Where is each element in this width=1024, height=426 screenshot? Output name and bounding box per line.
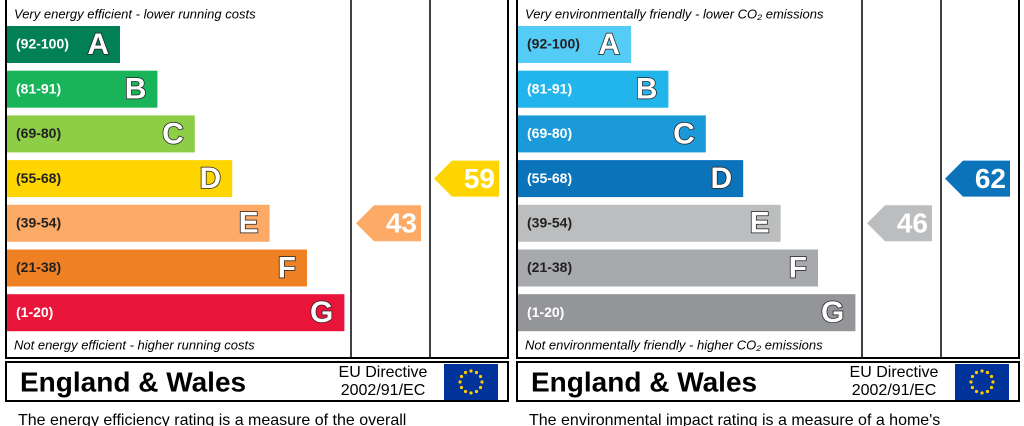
rating-band bbox=[7, 26, 120, 63]
rating-band bbox=[7, 160, 233, 198]
eu-star bbox=[458, 380, 462, 384]
eu-star bbox=[980, 369, 984, 373]
band-letter: D bbox=[711, 162, 733, 195]
rating-arrow bbox=[434, 160, 499, 197]
eu-star bbox=[469, 391, 473, 395]
rating-value: 46 bbox=[897, 208, 928, 239]
eu-star bbox=[985, 370, 990, 375]
rating-band bbox=[518, 160, 744, 198]
band-range: (39-54) bbox=[16, 215, 61, 231]
eu-star bbox=[989, 385, 994, 390]
band-letter: G bbox=[310, 296, 333, 329]
band-range: (39-54) bbox=[527, 215, 572, 231]
description: The energy efficiency rating is a measur… bbox=[18, 412, 406, 426]
rating-band bbox=[7, 294, 345, 332]
band-range: (69-80) bbox=[16, 125, 61, 141]
footer-frame bbox=[516, 361, 1020, 402]
eu-star bbox=[989, 374, 994, 379]
bottom-label: Not environmentally friendly - higher CO… bbox=[525, 337, 823, 352]
band-letter: C bbox=[673, 117, 695, 150]
eu-star bbox=[459, 374, 464, 379]
eu-star bbox=[463, 370, 468, 375]
band-letter: G bbox=[821, 296, 844, 329]
eu-star bbox=[474, 370, 479, 375]
eu-star bbox=[478, 374, 483, 379]
band-letter: C bbox=[162, 117, 184, 150]
band-range: (92-100) bbox=[16, 36, 69, 52]
rating-band bbox=[518, 249, 818, 287]
rating-value: 62 bbox=[975, 163, 1006, 194]
rating-arrow bbox=[867, 205, 932, 242]
band-letter: F bbox=[789, 251, 807, 284]
rating-band bbox=[7, 249, 307, 287]
band-range: (21-38) bbox=[16, 259, 61, 275]
rating-band bbox=[7, 70, 158, 108]
rating-band bbox=[7, 115, 195, 153]
band-letter: E bbox=[750, 207, 770, 240]
rating-band bbox=[7, 204, 270, 242]
directive-line: 2002/91/EC bbox=[852, 382, 937, 399]
rating-value: 43 bbox=[386, 208, 417, 239]
band-letter: A bbox=[598, 28, 620, 61]
band-letter: A bbox=[87, 28, 109, 61]
region: England & Wales bbox=[20, 366, 246, 397]
description: The environmental impact rating is a mea… bbox=[529, 412, 940, 426]
rating-value: 59 bbox=[464, 163, 495, 194]
region: England & Wales bbox=[531, 366, 757, 397]
band-letter: E bbox=[239, 207, 259, 240]
directive-line: EU Directive bbox=[850, 364, 939, 381]
eu-star bbox=[985, 389, 990, 394]
panel-frame bbox=[516, 0, 1020, 359]
eu-star bbox=[480, 380, 484, 384]
top-label: Very energy efficient - lower running co… bbox=[14, 6, 256, 21]
band-letter: D bbox=[200, 162, 222, 195]
rating-arrow bbox=[945, 160, 1010, 197]
band-range: (55-68) bbox=[16, 170, 61, 186]
eu-star bbox=[969, 380, 973, 384]
eu-star bbox=[980, 391, 984, 395]
rating-band bbox=[518, 294, 856, 332]
eu-star bbox=[474, 389, 479, 394]
rating-arrow bbox=[356, 205, 421, 242]
rating-band bbox=[518, 26, 631, 63]
band-range: (81-91) bbox=[16, 80, 61, 96]
eu-flag bbox=[444, 364, 498, 400]
eu-flag bbox=[955, 364, 1009, 400]
eu-star bbox=[469, 369, 473, 373]
eu-star bbox=[974, 389, 979, 394]
directive-line: 2002/91/EC bbox=[341, 382, 426, 399]
band-range: (55-68) bbox=[527, 170, 572, 186]
band-range: (1-20) bbox=[16, 304, 53, 320]
eu-star bbox=[991, 380, 995, 384]
top-label: Very environmentally friendly - lower CO… bbox=[525, 6, 824, 21]
eu-star bbox=[463, 389, 468, 394]
band-range: (81-91) bbox=[527, 80, 572, 96]
eu-star bbox=[478, 385, 483, 390]
band-range: (69-80) bbox=[527, 125, 572, 141]
eu-star bbox=[974, 370, 979, 375]
band-range: (21-38) bbox=[527, 259, 572, 275]
footer-frame bbox=[5, 361, 509, 402]
bottom-label: Not energy efficient - higher running co… bbox=[14, 337, 255, 352]
directive-line: EU Directive bbox=[339, 364, 428, 381]
eu-star bbox=[970, 385, 975, 390]
eu-star bbox=[970, 374, 975, 379]
band-letter: B bbox=[636, 73, 658, 106]
rating-band bbox=[518, 204, 781, 242]
band-letter: F bbox=[278, 251, 296, 284]
rating-band bbox=[518, 115, 706, 153]
band-range: (92-100) bbox=[527, 36, 580, 52]
eu-star bbox=[459, 385, 464, 390]
rating-band bbox=[518, 70, 669, 108]
panel-frame bbox=[5, 0, 509, 359]
band-range: (1-20) bbox=[527, 304, 564, 320]
band-letter: B bbox=[125, 73, 147, 106]
